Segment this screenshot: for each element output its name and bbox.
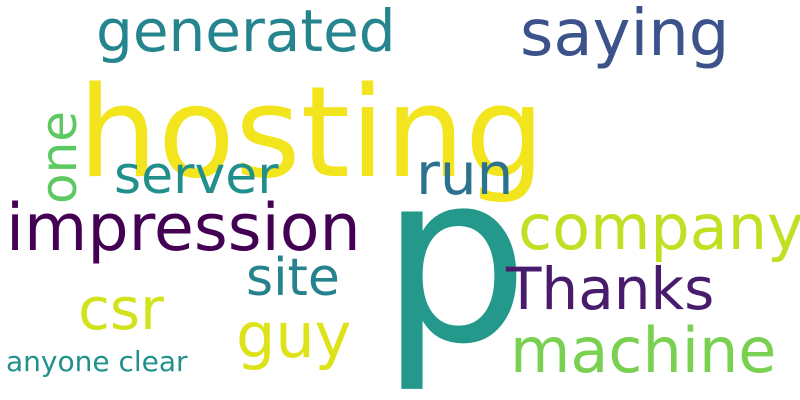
word-csr: csr [78,275,164,343]
word-saying: saying [520,0,730,71]
word-hosting: hosting [78,59,545,206]
word-generated: generated [96,0,396,65]
word-company: company [518,191,800,264]
word-server: server [114,146,279,206]
word-run: run [416,140,514,208]
word-machine: machine [510,314,777,387]
word-thanks: Thanks [506,255,715,323]
word-impression: impression [6,191,361,266]
word-p: p [380,123,530,396]
word-anyone-clear: anyone clear [6,345,188,378]
word-site: site [246,248,340,308]
word-guy: guy [236,299,352,372]
